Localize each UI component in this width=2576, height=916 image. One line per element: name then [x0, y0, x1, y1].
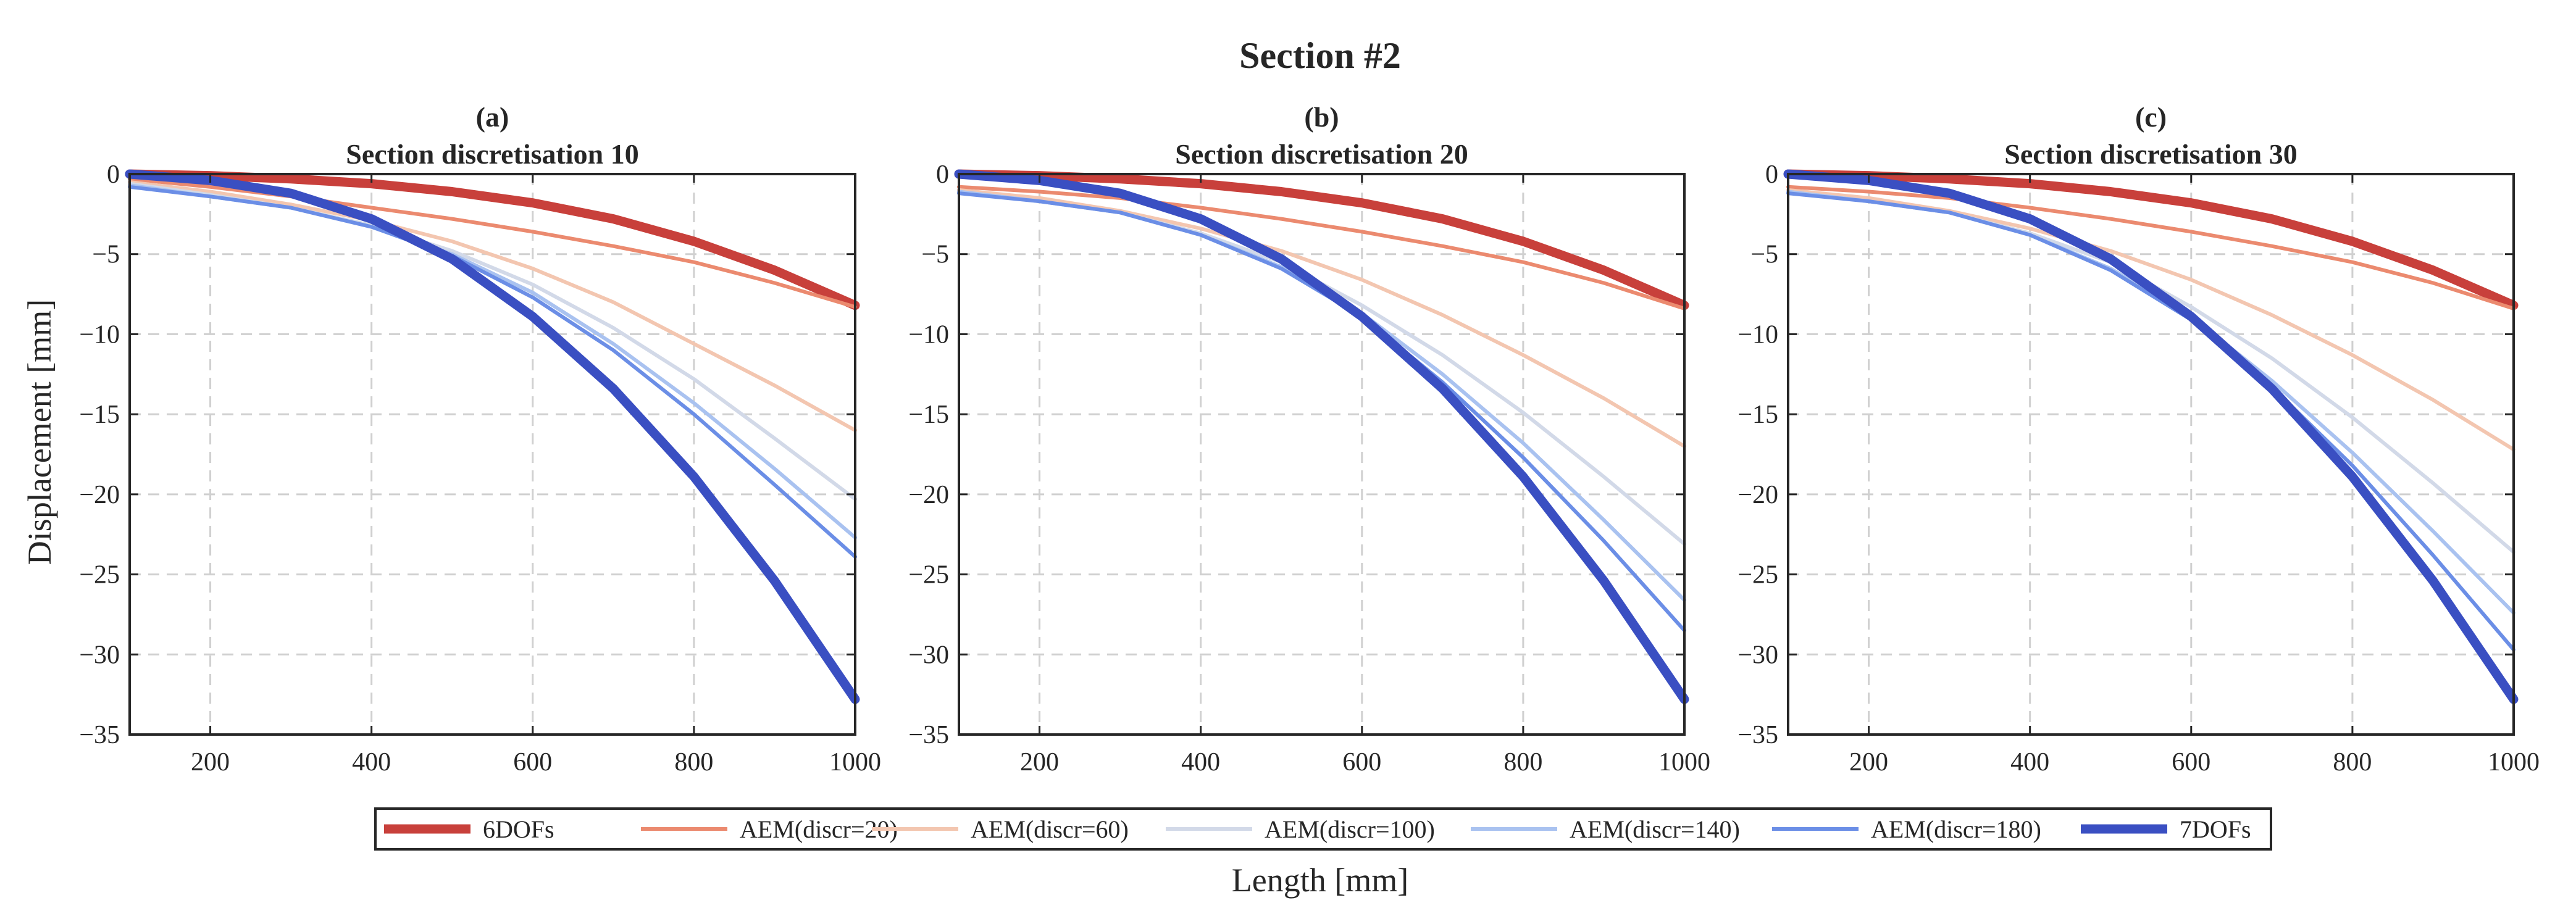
y-tick-label: −10: [79, 320, 120, 349]
panel-title: Section discretisation 20: [1175, 138, 1468, 170]
y-tick-label: −35: [908, 721, 949, 749]
y-tick-label: −15: [79, 401, 120, 429]
x-tick-label: 800: [2333, 748, 2372, 777]
x-axis-label: Length [mm]: [1232, 862, 1408, 899]
legend-label: AEM(discr=20): [740, 815, 898, 843]
legend-label: AEM(discr=140): [1570, 815, 1740, 843]
series-line-aem-discr-20: [957, 185, 1686, 310]
chart-panel-1: 200 400 600 800 1000 0 −5 −10 −15 −20 −25 −30 −35 (a)…: [79, 101, 881, 777]
legend-entry: 7DOFs: [2081, 815, 2251, 843]
y-tick-label: −15: [908, 401, 949, 429]
series-line-7dofs: [125, 169, 860, 704]
y-tick-label: −5: [921, 241, 949, 269]
panel-label: (a): [476, 101, 509, 133]
plot-area: [1788, 174, 2514, 735]
x-tick-label: 400: [2010, 748, 2049, 777]
y-tick-label: −15: [1738, 401, 1778, 429]
plot-area: [959, 174, 1684, 735]
y-tick-label: −25: [1738, 561, 1778, 589]
legend-entry: AEM(discr=140): [1471, 815, 1740, 843]
series-line-aem-discr-180: [128, 185, 857, 559]
x-tick-label: 600: [2172, 748, 2210, 777]
y-tick-label: −10: [1738, 320, 1778, 349]
panel-title: Section discretisation 30: [2004, 138, 2297, 170]
x-tick-label: 600: [513, 748, 552, 777]
x-tick-label: 200: [191, 748, 230, 777]
series-line-aem-discr-180: [1786, 191, 2515, 652]
legend-entry: AEM(discr=180): [1772, 815, 2041, 843]
series-line-aem-discr-60: [128, 180, 857, 433]
y-tick-label: −20: [1738, 481, 1778, 509]
y-tick-label: −20: [79, 481, 120, 509]
y-tick-label: −5: [92, 241, 120, 269]
x-tick-label: 400: [352, 748, 391, 777]
panel-label: (c): [2135, 101, 2167, 133]
legend-label: 6DOFs: [483, 815, 554, 843]
x-tick-label: 1000: [829, 748, 881, 777]
y-tick-label: −5: [1750, 241, 1778, 269]
x-tick-label: 400: [1181, 748, 1220, 777]
y-tick-label: −30: [908, 641, 949, 669]
chart-panel-3: 200 400 600 800 1000 0 −5 −10 −15 −20 −25 −30 −35 (c)…: [1738, 101, 2540, 777]
x-tick-label: 800: [1503, 748, 1542, 777]
legend-label: AEM(discr=60): [971, 815, 1129, 843]
legend-entry: AEM(discr=100): [1166, 815, 1435, 843]
series-line-6dofs: [1783, 169, 2519, 310]
figure-suptitle: Section #2: [1239, 35, 1401, 76]
legend-entry: AEM(discr=60): [872, 815, 1129, 843]
legend-label: 7DOFs: [2180, 815, 2251, 843]
series-line-7dofs: [1783, 169, 2519, 704]
axes-frame: [128, 173, 856, 736]
series-line-6dofs: [125, 169, 860, 310]
y-tick-label: −35: [1738, 721, 1778, 749]
y-tick-label: −20: [908, 481, 949, 509]
y-tick-label: −30: [1738, 641, 1778, 669]
legend-entry: 6DOFs: [384, 815, 554, 843]
series-line-aem-discr-60: [1786, 188, 2515, 452]
axes-frame: [958, 173, 1686, 736]
y-tick-label: −25: [79, 561, 120, 589]
x-tick-label: 200: [1849, 748, 1888, 777]
x-tick-label: 600: [1342, 748, 1381, 777]
panel-title: Section discretisation 10: [346, 138, 638, 170]
y-tick-label: 0: [936, 160, 949, 189]
legend: 6DOFs AEM(discr=20) AEM(discr=60) AEM(discr…: [374, 807, 2272, 851]
y-axis-label: Displacement [mm]: [21, 299, 58, 565]
x-tick-label: 200: [1020, 748, 1059, 777]
series-line-7dofs: [954, 169, 1689, 704]
x-tick-label: 1000: [2488, 748, 2540, 777]
y-tick-label: −30: [79, 641, 120, 669]
legend-entry: AEM(discr=20): [641, 815, 898, 843]
series-line-aem-discr-20: [1786, 185, 2515, 310]
chart-panel-2: 200 400 600 800 1000 0 −5 −10 −15 −20 −25 −30 −35 (b)…: [908, 101, 1710, 777]
chart-panels: 200 400 600 800 1000 0 −5 −10 −15 −20 −25 −30 −35 (a)…: [79, 101, 2540, 777]
series-line-6dofs: [954, 169, 1689, 310]
series-line-aem-discr-60: [957, 188, 1686, 448]
y-tick-label: 0: [1765, 160, 1778, 189]
y-tick-label: −10: [908, 320, 949, 349]
y-tick-label: −25: [908, 561, 949, 589]
y-tick-label: −35: [79, 721, 120, 749]
x-tick-label: 1000: [1658, 748, 1710, 777]
legend-label: AEM(discr=100): [1265, 815, 1435, 843]
axes-frame: [1787, 173, 2515, 736]
x-tick-label: 800: [674, 748, 713, 777]
series-line-aem-discr-20: [128, 177, 857, 309]
y-tick-label: 0: [107, 160, 120, 189]
legend-label: AEM(discr=180): [1871, 815, 2041, 843]
panel-label: (b): [1304, 101, 1339, 133]
